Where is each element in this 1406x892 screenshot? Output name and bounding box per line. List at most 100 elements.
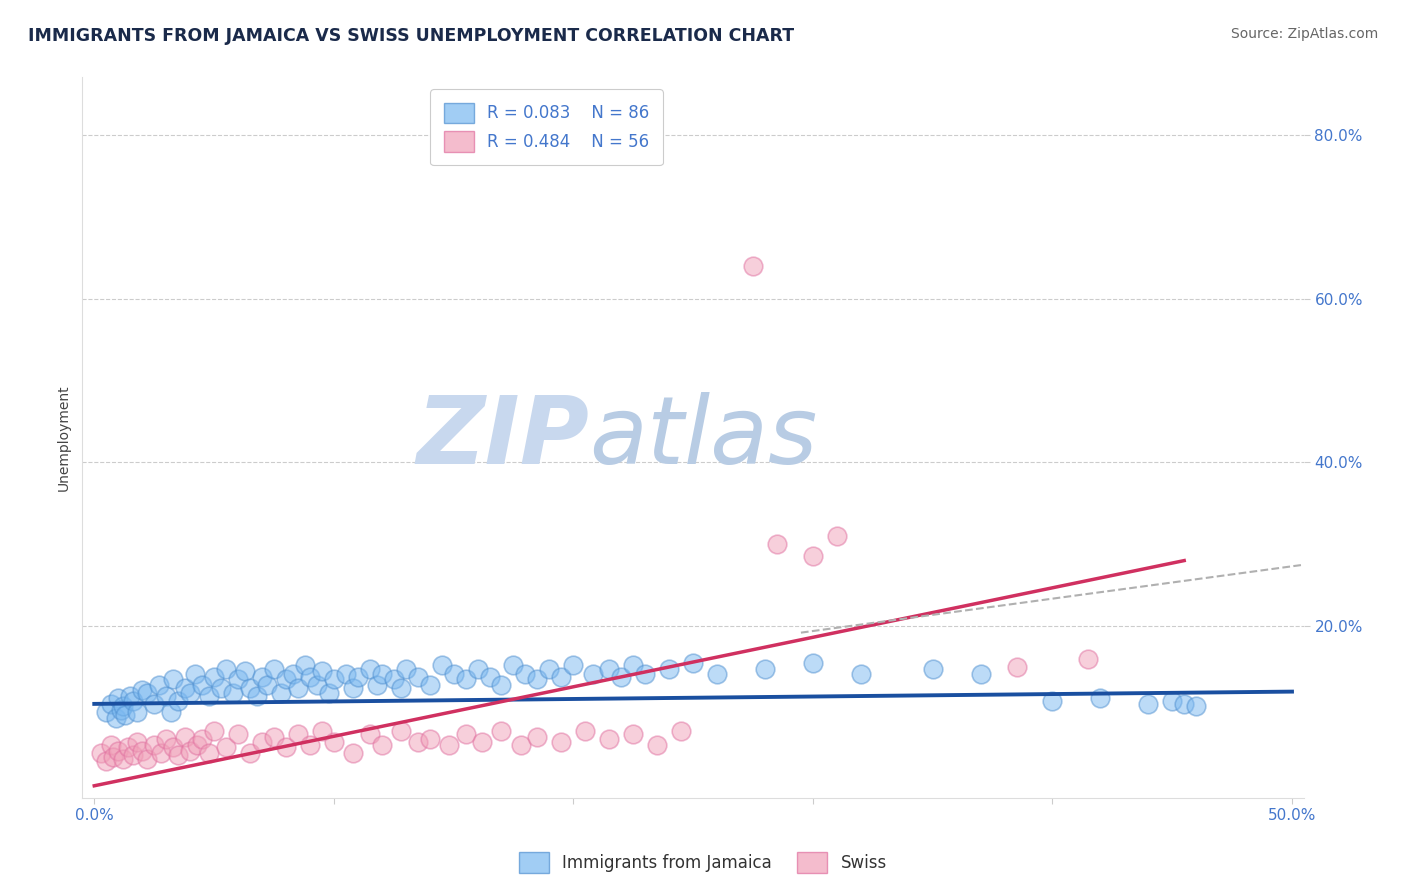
Point — [100, 738, 122, 752]
Point — [669, 723, 692, 738]
Point — [454, 673, 477, 687]
Point — [682, 656, 704, 670]
Point — [754, 662, 776, 676]
Point — [136, 752, 159, 766]
Point — [406, 735, 429, 749]
Point — [322, 735, 344, 749]
Point — [155, 689, 177, 703]
Point — [287, 681, 309, 695]
Point — [526, 673, 548, 687]
Point — [491, 723, 513, 738]
Point — [233, 664, 256, 678]
Point — [111, 752, 134, 766]
Point — [1090, 691, 1112, 706]
Point — [359, 727, 381, 741]
Point — [645, 738, 668, 752]
Point — [263, 662, 285, 676]
Point — [610, 670, 633, 684]
Point — [294, 658, 316, 673]
Point — [148, 678, 170, 692]
Point — [111, 699, 134, 714]
Point — [389, 723, 412, 738]
Point — [801, 549, 824, 564]
Point — [167, 748, 190, 763]
Point — [419, 678, 441, 692]
Point — [96, 705, 118, 719]
Point — [849, 666, 872, 681]
Point — [179, 686, 201, 700]
Point — [305, 678, 328, 692]
Point — [179, 743, 201, 757]
Text: Source: ZipAtlas.com: Source: ZipAtlas.com — [1230, 27, 1378, 41]
Point — [184, 666, 207, 681]
Text: IMMIGRANTS FROM JAMAICA VS SWISS UNEMPLOYMENT CORRELATION CHART: IMMIGRANTS FROM JAMAICA VS SWISS UNEMPLO… — [28, 27, 794, 45]
Y-axis label: Unemployment: Unemployment — [58, 384, 72, 491]
Point — [969, 666, 991, 681]
Point — [287, 727, 309, 741]
Point — [509, 738, 531, 752]
Point — [298, 738, 321, 752]
Point — [921, 662, 943, 676]
Point — [150, 746, 173, 760]
Point — [502, 658, 524, 673]
Point — [209, 681, 232, 695]
Point — [107, 743, 129, 757]
Point — [215, 662, 238, 676]
Point — [1005, 660, 1028, 674]
Point — [136, 686, 159, 700]
Point — [250, 670, 273, 684]
Point — [100, 697, 122, 711]
Point — [467, 662, 489, 676]
Point — [114, 707, 136, 722]
Text: ZIP: ZIP — [416, 392, 589, 483]
Point — [246, 689, 269, 703]
Point — [538, 662, 561, 676]
Point — [162, 740, 184, 755]
Point — [162, 673, 184, 687]
Point — [454, 727, 477, 741]
Point — [127, 705, 149, 719]
Point — [131, 743, 153, 757]
Point — [621, 727, 644, 741]
Point — [825, 529, 848, 543]
Point — [121, 748, 143, 763]
Point — [634, 666, 657, 681]
Point — [395, 662, 418, 676]
Point — [478, 670, 501, 684]
Point — [198, 689, 221, 703]
Point — [515, 666, 537, 681]
Text: atlas: atlas — [589, 392, 817, 483]
Point — [370, 666, 392, 681]
Point — [167, 694, 190, 708]
Point — [202, 670, 225, 684]
Point — [598, 732, 620, 747]
Point — [1137, 697, 1160, 711]
Point — [222, 686, 245, 700]
Point — [226, 673, 249, 687]
Point — [658, 662, 681, 676]
Point — [322, 673, 344, 687]
Point — [104, 711, 127, 725]
Point — [581, 666, 603, 681]
Point — [706, 666, 728, 681]
Point — [318, 686, 340, 700]
Point — [160, 705, 183, 719]
Point — [174, 730, 197, 744]
Point — [1042, 694, 1064, 708]
Point — [359, 662, 381, 676]
Point — [107, 691, 129, 706]
Point — [281, 666, 304, 681]
Point — [406, 670, 429, 684]
Point — [131, 683, 153, 698]
Point — [191, 732, 214, 747]
Legend: R = 0.083    N = 86, R = 0.484    N = 56: R = 0.083 N = 86, R = 0.484 N = 56 — [430, 89, 662, 165]
Point — [298, 670, 321, 684]
Point — [526, 730, 548, 744]
Point — [491, 678, 513, 692]
Point — [191, 678, 214, 692]
Point — [1173, 697, 1195, 711]
Point — [471, 735, 494, 749]
Point — [598, 662, 620, 676]
Point — [239, 681, 262, 695]
Point — [562, 658, 585, 673]
